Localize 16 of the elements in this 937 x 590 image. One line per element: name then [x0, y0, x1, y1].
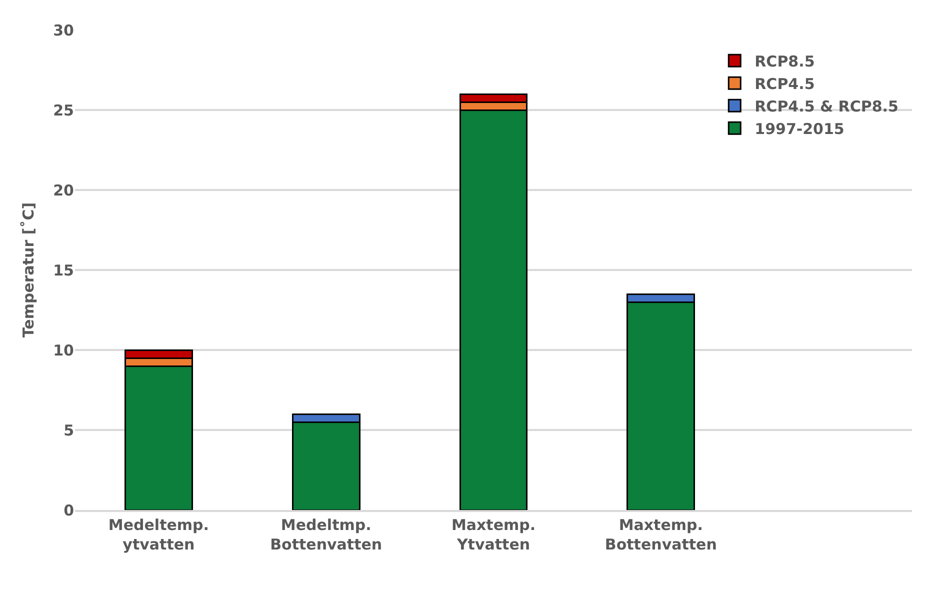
legend-label: RCP4.5 & RCP8.5 [754, 98, 898, 116]
y-tick-label: 20 [53, 181, 74, 200]
legend-label: 1997-2015 [754, 120, 844, 138]
y-tick-label: 5 [64, 421, 74, 440]
x-tick-label: Maxtemp. Ytvatten [451, 516, 536, 554]
x-tick-label: Medeltmp. Bottenvatten [270, 516, 382, 554]
x-tick-label: Medeltemp. ytvatten [108, 516, 209, 554]
x-tick-label: Maxtemp. Bottenvatten [604, 516, 717, 554]
y-tick-label: 30 [53, 21, 74, 40]
y-tick-label: 0 [64, 501, 74, 520]
y-tick-label: 15 [53, 261, 74, 280]
y-tick-label: 25 [53, 101, 74, 120]
legend-label: RCP8.5 [754, 52, 815, 70]
y-axis-title: Temperatur [˚C] [19, 202, 38, 338]
y-tick-label: 10 [53, 341, 74, 360]
legend-label: RCP4.5 [754, 75, 815, 93]
